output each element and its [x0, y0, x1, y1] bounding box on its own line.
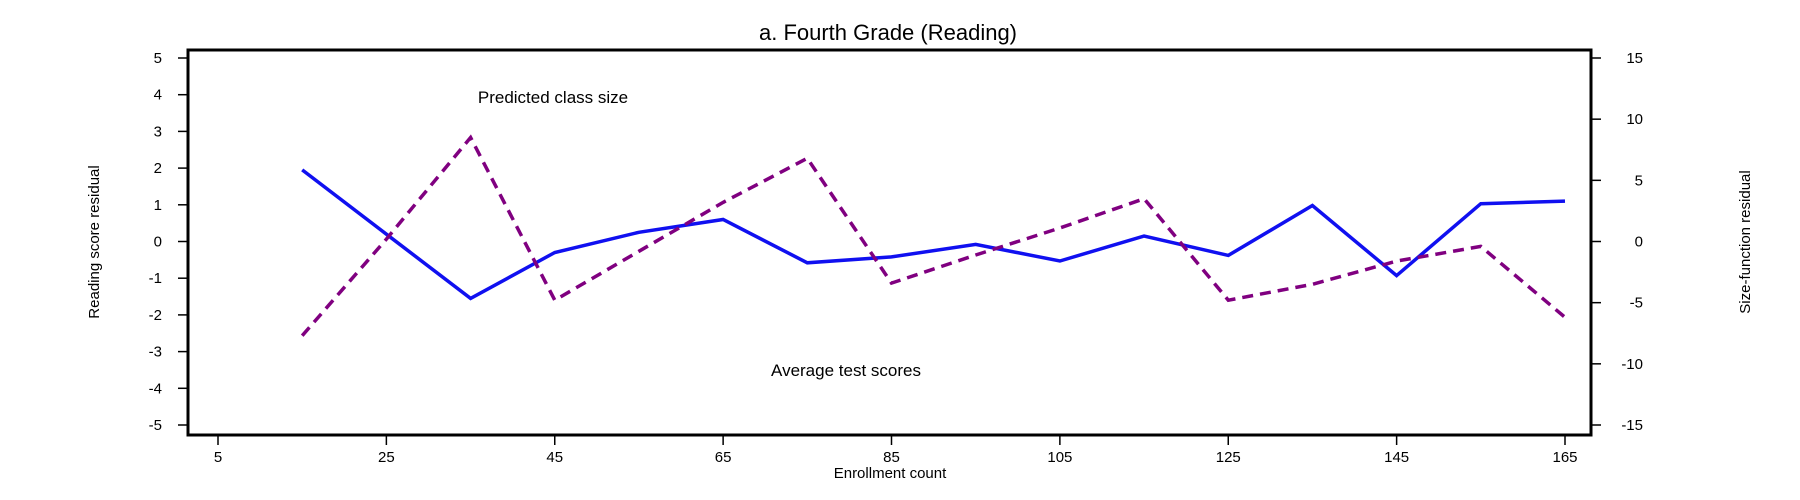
right-tick-label: -5: [1630, 295, 1643, 312]
annotation-predicted-class-size: Predicted class size: [478, 88, 628, 107]
left-tick-label: -4: [149, 380, 162, 397]
right-tick-label: 15: [1626, 50, 1643, 67]
x-tick-label: 25: [378, 449, 395, 466]
x-axis-label: Enrollment count: [834, 465, 947, 482]
right-tick-label: 0: [1635, 234, 1643, 251]
left-tick-label: 2: [154, 160, 162, 177]
x-tick-label: 5: [214, 449, 222, 466]
series-line-predicted-class-size: [300, 134, 1567, 337]
left-tick-label: -3: [149, 344, 162, 361]
x-tick-label: 145: [1384, 449, 1409, 466]
right-axis: 15 10 5 0 -5 -10 -15: [1591, 50, 1643, 434]
x-axis: 5 25 45 65 85 105 125 145 165: [214, 435, 1578, 466]
x-tick-label: 85: [883, 449, 900, 466]
left-axis-label: Reading score residual: [86, 165, 103, 318]
left-axis: 5 4 3 2 1 0 -1 -2 -3 -4 -5: [149, 50, 188, 434]
right-tick-label: -10: [1621, 356, 1643, 373]
left-tick-label: 0: [154, 234, 162, 251]
right-tick-label: 10: [1626, 111, 1643, 128]
chart-title: a. Fourth Grade (Reading): [759, 20, 1017, 45]
plot-frame: [186, 48, 1593, 437]
series-line-average-test-scores: [301, 168, 1566, 301]
series-layer: [300, 134, 1567, 337]
left-tick-label: 4: [154, 87, 162, 104]
left-tick-label: -2: [149, 307, 162, 324]
x-tick-label: 125: [1216, 449, 1241, 466]
right-tick-label: -15: [1621, 417, 1643, 434]
annotation-average-test-scores: Average test scores: [771, 361, 921, 380]
left-tick-label: -1: [149, 270, 162, 287]
x-tick-label: 45: [546, 449, 563, 466]
left-tick-label: 5: [154, 50, 162, 67]
left-tick-label: 1: [154, 197, 162, 214]
left-tick-label: 3: [154, 123, 162, 140]
x-tick-label: 165: [1552, 449, 1577, 466]
left-tick-label: -5: [149, 417, 162, 434]
x-tick-label: 65: [715, 449, 732, 466]
right-tick-label: 5: [1635, 172, 1643, 189]
x-tick-label: 105: [1047, 449, 1072, 466]
right-axis-label: Size-function residual: [1737, 170, 1754, 313]
